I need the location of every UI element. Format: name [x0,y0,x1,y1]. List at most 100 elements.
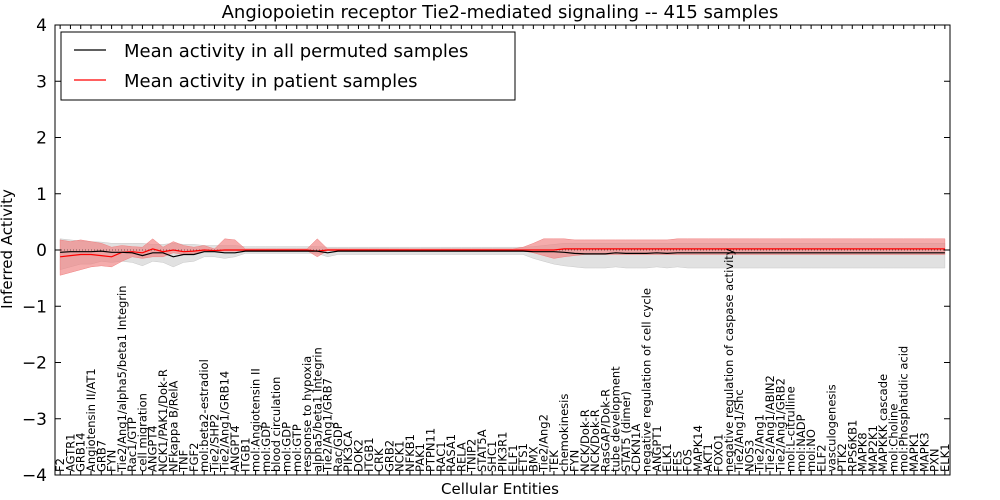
x-tick-label: alpha5/beta1 Integrin [310,347,324,472]
x-tick-label: negative regulation of cell cycle [640,288,654,472]
x-tick-label: PIK3CA [341,431,355,472]
x-tick-label: ANGPT4 [228,425,242,472]
x-tick-label: tube development [609,366,623,472]
x-tick-label: DOK2 [352,439,366,472]
x-tick-label: Rac1/GTP [125,417,139,472]
x-tick-label: SHC1 [485,441,499,472]
x-tick-label: ELK1 [938,443,952,472]
x-tick-label: ETS1 [516,443,530,472]
x-tick-label: MAPK3 [917,432,931,472]
x-tick-label: FES [670,451,684,472]
x-tick-label: FOXO1 [712,434,726,472]
x-tick-label: GRB14 [74,433,88,472]
x-tick-label: Tie2/SHP2 [208,414,222,473]
x-tick-label: RPS6KB1 [845,420,859,472]
x-tick-label: PTPN11 [424,428,438,472]
y-tick-label: −4 [22,466,47,486]
x-tick-label: PTK2 [835,443,849,472]
x-tick-label: Tie2/Ang1/GRB7 [321,378,335,473]
x-tick-label: NCK/Dok-R [588,409,602,472]
y-tick-label: −3 [22,410,47,430]
y-axis-label: Inferred Activity [0,189,16,309]
x-tick-label: NCK1 [393,441,407,473]
x-tick-label: Tie2/Ang1/ABIN2 [763,375,777,473]
x-tick-label: mol:Angiotensin II [249,368,263,472]
x-tick-label: ANGPT1 [650,425,664,472]
x-tick-label: Tie2/Ang1/Shc [732,389,746,473]
x-tick-label: GRB7 [94,440,108,472]
x-tick-label: GRB2 [382,440,396,472]
x-tick-label: Tie2/Ang1/alpha5/beta1 Integrin [115,285,129,473]
x-tick-label: ELK1 [660,443,674,472]
plot-frame [54,24,951,476]
x-tick-label: Tie2/Ang1 [753,414,767,473]
x-tick-label: PXN [928,449,942,472]
x-tick-label: cell migration [135,393,149,472]
legend-label-permuted: Mean activity in all permuted samples [124,41,468,62]
x-tick-label: FYN [105,450,119,472]
x-tick-label: NOS3 [742,440,756,472]
x-tick-label: FYN [568,450,582,472]
x-tick-label: RAC1 [434,441,448,472]
x-tick-label: mol:NO [804,429,818,472]
x-tick-label: TEK [547,450,561,473]
y-tick-label: 1 [36,185,47,205]
legend-box [60,31,516,101]
x-tick-label: vasculogenesis [825,384,839,472]
y-tick-label: 4 [36,16,47,36]
x-tick-label: PIK3R1 [496,432,510,473]
x-tick-label: mol:Choline [886,404,900,472]
x-tick-label: mol:Phosphatidic acid [897,346,911,472]
x-tick-label: mol:NADP [794,414,808,472]
x-tick-label: MAPK1 [907,432,921,472]
x-tick-label: mol:beta2-estradiol [197,359,211,472]
y-axis-ticks: 4 3 2 1 0 −1 −2 −3 −4 [22,16,950,486]
legend-label-patient: Mean activity in patient samples [124,71,418,92]
x-tick-label: Rac/GDP [331,422,345,472]
x-tick-label: AGTR1 [63,434,77,473]
x-tick-label: FOS [681,449,695,472]
x-tick-label: mol:GDP [280,422,294,472]
x-tick-label: PAK1 [413,443,427,472]
x-tick-label: mol:L-citrulline [784,386,798,472]
x-tick-label: response to hypoxia [300,356,314,472]
x-tick-label: TNF [177,450,191,473]
x-tick-label: RELA [454,442,468,472]
y-tick-label: 0 [36,241,47,261]
x-tick-label: Tie2/Ang1/GRB14 [218,371,232,473]
x-tick-label: mol:GDP [259,422,273,472]
x-tick-label: negative regulation of caspase activity [722,248,736,472]
x-tick-label: STAT5A [475,429,489,472]
x-tick-label: MAP2K1 [866,425,880,472]
x-tick-label: ITGB1 [362,437,376,472]
x-tick-label: ELF1 [506,444,520,472]
x-tick-label: mol:GTP [290,424,304,472]
x-axis-label: Cellular Entities [441,480,559,498]
chart-title: Angiopoietin receptor Tie2-mediated sign… [222,2,779,23]
x-tick-label: TNIP2 [465,439,479,473]
x-tick-label: CDKN1A [629,424,643,472]
x-tick-label: blood circulation [269,377,283,472]
x-tick-label: MAPK14 [691,425,705,472]
x-tick-label: RasGAP/Dok-R [598,389,612,472]
x-tick-label: Tie2/Ang1/GRB2 [773,378,787,473]
x-tick-label: CRK [372,448,386,472]
x-tick-label: F2 [53,458,67,472]
confidence-bands [55,238,950,276]
x-tick-label: ANGPT4 [146,425,160,472]
x-tick-label: ELF2 [814,444,828,472]
x-tick-label: BMX [526,446,540,472]
y-tick-label: −1 [22,297,47,317]
y-tick-label: 3 [36,72,47,92]
y-tick-label: −2 [22,354,47,374]
x-tick-label: NFKB1 [403,434,417,472]
x-tick-label: chemokinesis [557,394,571,472]
x-tick-label: NCK1/PAK1/Dok-R [156,369,170,472]
series-lines [60,248,945,258]
x-tick-label: AKT1 [701,443,715,472]
x-tick-label: MAPK8 [856,432,870,472]
x-tick-label: STAT5 (dimer) [619,391,633,472]
x-tick-label: MAPKKK cascade [876,374,890,472]
